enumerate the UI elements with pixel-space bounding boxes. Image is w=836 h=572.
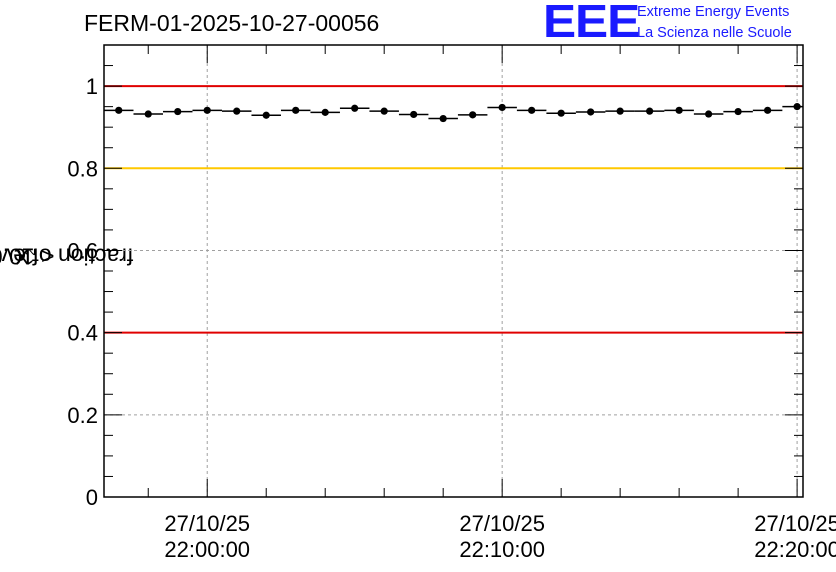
- data-point: [233, 107, 241, 115]
- data-point: [292, 106, 300, 114]
- data-point: [115, 106, 123, 114]
- data-point: [557, 109, 565, 117]
- data-point: [469, 111, 477, 119]
- data-point: [616, 107, 624, 115]
- data-point: [705, 110, 713, 118]
- data-point: [321, 108, 329, 116]
- data-point: [793, 103, 801, 111]
- x-tick-label-time: 22:10:00: [459, 537, 545, 562]
- data-point: [380, 107, 388, 115]
- x-tick-label-time: 22:20:00: [754, 537, 836, 562]
- x-tick-label-date: 27/10/25: [459, 511, 545, 536]
- data-point: [410, 110, 418, 119]
- data-point: [528, 106, 536, 114]
- x-tick-label-time: 22:00:00: [164, 537, 250, 562]
- data-point: [498, 103, 506, 112]
- data-point: [203, 106, 211, 114]
- data-point: [734, 107, 742, 116]
- data-point: [351, 104, 359, 112]
- data-point: [262, 111, 270, 119]
- y-tick-label: 0: [86, 485, 98, 510]
- data-point: [144, 110, 152, 118]
- data-point: [764, 106, 772, 114]
- chart-title: FERM-01-2025-10-27-00056: [84, 10, 380, 36]
- data-point: [174, 107, 182, 116]
- y-tick-label: 1: [86, 74, 98, 99]
- x-tick-label-date: 27/10/25: [164, 511, 250, 536]
- logo-caption-line1: Extreme Energy Events: [637, 4, 790, 20]
- data-point: [646, 107, 654, 115]
- data-point: [675, 106, 683, 114]
- y-tick-label: 0.6: [67, 238, 98, 263]
- y-tick-label: 0.2: [67, 403, 98, 428]
- y-tick-label: 0.8: [67, 156, 98, 181]
- y-tick-label: 0.4: [67, 321, 98, 346]
- eee-logo: EEE: [543, 0, 640, 47]
- x-tick-label-date: 27/10/25: [754, 511, 836, 536]
- logo-caption-line2: La Scienza nelle Scuole: [637, 25, 792, 41]
- data-point: [587, 108, 595, 116]
- data-point: [439, 114, 447, 123]
